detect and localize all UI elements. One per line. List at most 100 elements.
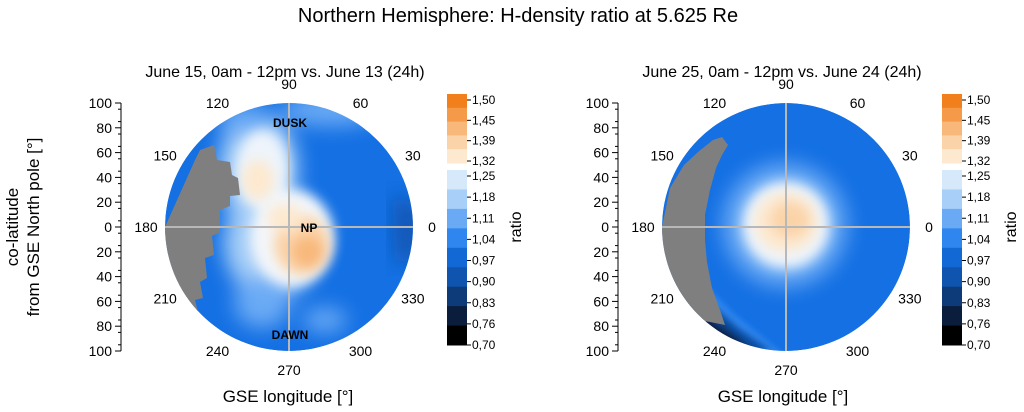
panel-1-colorbar-tick-label: 1,11 [472,211,495,225]
panel-2-colorbar-cell-high [942,135,962,150]
panel-1-angle-label: 90 [281,76,297,92]
panel-1-colorbar-cell-low [447,286,467,307]
panel-1-colorbar-tick-label: 1,04 [472,232,496,246]
panel-1-colorbar-cell-high [447,107,467,123]
panel-1-colorbar-cell-high [447,135,467,150]
panel-1-angle-label: 240 [206,343,230,359]
panel-2-colorbar-cell-low [942,189,962,210]
panel-2-colorbar-cell-low [942,325,962,346]
panel-2-radius-tick-label: 100 [586,95,610,111]
panel-1-radius-tick-label: 40 [96,269,112,285]
panel-1-colorbar-cell-low [447,170,467,190]
panel-2-colorbar-tick-label: 1,18 [967,190,991,204]
panel-2-angle-label: 0 [925,219,933,235]
np-label: NP [301,221,318,235]
panel-2: June 25, 0am - 12pm vs. June 24 (24h) 10… [586,64,1020,406]
panel-1-colorbar-tick-label: 1,39 [472,134,496,148]
panel-1-colorbar-cell-high [447,94,467,109]
panel-1-angle-label: 30 [405,148,421,164]
panel-1-angle-label: 60 [353,95,369,111]
panel-2-radius-tick-label: 20 [593,244,609,260]
figure-title: Northern Hemisphere: H-density ratio at … [298,5,738,27]
panel-2-colorbar-tick-label: 0,83 [967,296,991,310]
panel-2-colorbar-tick-label: 1,25 [967,169,991,183]
panel-1-annotations: DUSK NP DAWN [272,116,318,342]
panel-2-colorbar-tick-label: 1,04 [967,232,991,246]
shared-y-axis-label-line2: from GSE North pole [°] [24,138,43,317]
panel-1-angle-label: 150 [153,148,177,164]
panel-1-crosshair [165,103,413,351]
panel-2-angle-label: 240 [703,343,727,359]
panel-1-angle-label: 0 [428,219,436,235]
panel-1-radius-tick-label: 100 [89,343,113,359]
panel-2-radius-axis: 100 80 60 40 20 0 20 40 60 80 100 [586,95,619,359]
panel-1-colorbar: 1,50 1,45 1,39 1,321,25 1,18 1,11 1,04 0,97 0,90… [447,93,525,352]
panel-2-radius-tick-label: 20 [593,194,609,210]
panel-2-colorbar-cell-low [942,306,962,327]
panel-2-colorbar-tick-label: 0,70 [967,338,991,352]
panel-2-colorbar-cell-high [942,149,962,164]
panel-1-colorbar-cell-low [447,267,467,288]
panel-1-colorbar-tick-label: 0,70 [472,338,496,352]
panel-1: June 15, 0am - 12pm vs. June 13 (24h) 10… [89,64,525,406]
panel-2-colorbar-tick-label: 1,45 [967,113,991,127]
panel-1-title: June 15, 0am - 12pm vs. June 13 (24h) [145,64,424,81]
shared-y-axis-label-line1: co-latitude [3,188,22,266]
panel-1-radius-tick-label: 60 [96,293,112,309]
panel-2-colorbar-tick-label: 1,50 [967,93,991,107]
panel-1-radius-tick-label: 80 [96,120,112,136]
panel-2-angle-label: 180 [631,219,655,235]
panel-2-colorbar-cell-low [942,267,962,288]
panel-2-angle-label: 120 [703,95,727,111]
panel-1-colorbar-cell-high [447,149,467,164]
panel-1-colorbar-tick-label: 0,76 [472,317,496,331]
panel-2-title: June 25, 0am - 12pm vs. June 24 (24h) [642,64,921,81]
panel-2-colorbar-cell-high [942,107,962,123]
panel-1-radius-tick-label: 20 [96,244,112,260]
panel-1-heatmap [165,103,413,351]
panel-1-angle-label: 300 [349,343,373,359]
panel-2-colorbar-tick-label: 1,11 [967,211,990,225]
panel-2-angle-label: 270 [774,362,798,378]
panel-2-colorbar-cell-low [942,208,962,229]
panel-2-x-axis-label: GSE longitude [°] [718,387,849,406]
panel-2-colorbar-tick-label: 1,32 [967,154,991,168]
panel-1-dark-edge [392,195,413,262]
panel-2-colorbar-label: ratio [1003,211,1020,242]
panel-1-colorbar-cell-low [447,228,467,249]
panel-1-radius-tick-label: 100 [89,95,113,111]
panel-2-angle-label: 90 [778,76,794,92]
panel-2-radius-tick-label: 80 [593,120,609,136]
panel-1-colorbar-tick-label: 1,50 [472,93,496,107]
panel-1-colorbar-cell-high [447,121,467,136]
panel-1-angle-label: 120 [206,95,230,111]
panel-1-angle-label: 330 [401,291,425,307]
panel-2-colorbar-cell-low [942,228,962,249]
panel-1-colorbar-tick-label: 1,32 [472,154,496,168]
panel-2-radius-tick-label: 0 [601,219,609,235]
panel-1-x-axis-label: GSE longitude [°] [223,387,354,406]
dusk-label: DUSK [273,116,307,130]
panel-1-angle-label: 210 [153,291,177,307]
panel-2-radius-tick-label: 60 [593,293,609,309]
panel-2-colorbar-cell-low [942,170,962,190]
panel-2-radius-tick-label: 100 [586,343,610,359]
panel-2-angle-label: 60 [850,95,866,111]
panel-1-colorbar-cell-low [447,189,467,210]
panel-2-colorbar-cell-low [942,286,962,307]
panel-2-colorbar-tick-label: 1,39 [967,134,991,148]
panel-2-colorbar: 1,50 1,45 1,39 1,321,25 1,18 1,11 1,04 0,97 0,90… [942,93,1020,352]
panel-1-colorbar-label: ratio [508,211,525,242]
panel-1-radius-tick-label: 60 [96,145,112,161]
panel-1-colorbar-tick-label: 1,25 [472,169,496,183]
panel-1-radius-axis: 100 80 60 40 20 0 20 40 60 80 100 [89,95,122,359]
panel-2-radius-tick-label: 40 [593,269,609,285]
panel-2-crosshair [662,103,910,351]
panel-2-radius-tick-label: 40 [593,169,609,185]
panel-1-colorbar-cell-low [447,247,467,268]
panel-2-angle-label: 30 [902,148,918,164]
panel-1-radius-tick-label: 20 [96,194,112,210]
panel-2-colorbar-tick-label: 0,97 [967,254,991,268]
panel-2-colorbar-cell-low [942,247,962,268]
panel-1-angle-label: 270 [277,362,301,378]
